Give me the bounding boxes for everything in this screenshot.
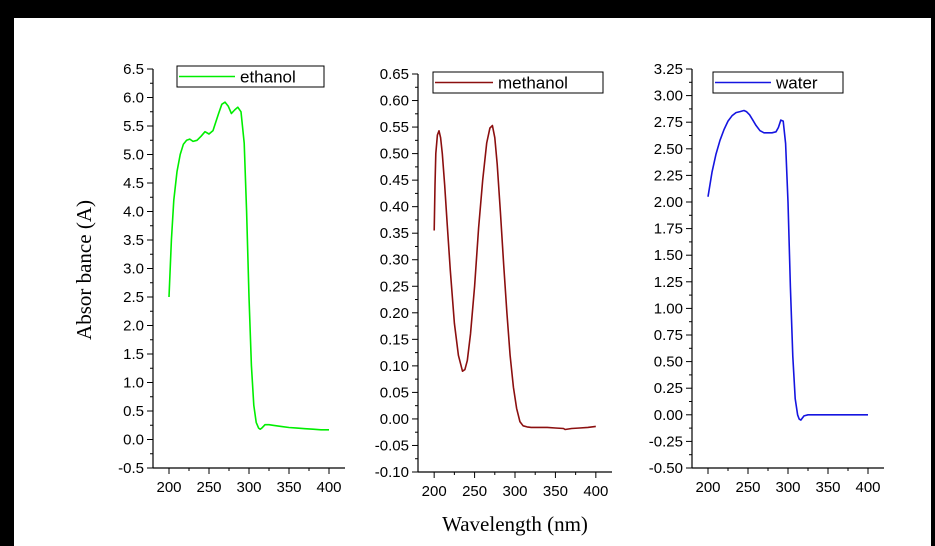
y-tick-label: 2.25 — [654, 167, 683, 184]
x-tick-label: 350 — [815, 479, 840, 496]
y-tick-label: 1.00 — [654, 300, 683, 317]
x-axis-title: Wavelength (nm) — [442, 512, 588, 536]
ethanol-panel: -0.5 0.0 0.5 1.0 1.5 2.0 2.5 3.0 3.5 4.0 4.5 5.0 5.5… — [118, 61, 345, 496]
y-tick-label: 6.5 — [123, 61, 144, 78]
y-tick-label: 1.50 — [654, 247, 683, 264]
y-tick-label: 0.25 — [380, 278, 409, 295]
legend-label: water — [775, 74, 818, 93]
y-tick-label: 4.5 — [123, 175, 144, 192]
y-tick-label: 0.0 — [123, 432, 144, 449]
y-tick-label: 0.10 — [380, 358, 409, 375]
y-tick-label: 4.0 — [123, 204, 144, 221]
y-tick-label: 0.20 — [380, 305, 409, 322]
legend-box — [432, 71, 604, 94]
y-tick-label: -0.5 — [118, 460, 144, 477]
y-axis-title: Absor bance (A) — [72, 200, 96, 340]
y-tick-label: -0.50 — [649, 460, 683, 477]
y-tick-label: 2.75 — [654, 114, 683, 131]
y-tick-label: 3.25 — [654, 61, 683, 78]
water-series-line — [707, 109, 868, 421]
y-tick-label: 0.25 — [654, 380, 683, 397]
y-tick-label: 3.0 — [123, 261, 144, 278]
x-tick-label: 400 — [855, 479, 880, 496]
figure-background — [14, 18, 931, 546]
x-tick-label: 250 — [462, 483, 487, 500]
legend-label: ethanol — [240, 68, 296, 87]
y-tick-label: 5.5 — [123, 118, 144, 135]
y-tick-label: 0.65 — [380, 66, 409, 83]
y-tick-label: 0.30 — [380, 252, 409, 269]
y-tick-label: 6.0 — [123, 90, 144, 107]
x-tick-label: 250 — [735, 479, 760, 496]
x-tick-label: 200 — [156, 479, 181, 496]
x-tick-label: 300 — [502, 483, 527, 500]
y-tick-label: 2.50 — [654, 141, 683, 158]
x-tick-label: 300 — [236, 479, 261, 496]
y-tick-label: 2.0 — [123, 318, 144, 335]
y-tick-label: 0.5 — [123, 403, 144, 420]
y-tick-label: -0.25 — [649, 433, 683, 450]
y-tick-label: 0.60 — [380, 93, 409, 110]
y-tick-label: 3.5 — [123, 232, 144, 249]
y-tick-label: -0.10 — [375, 464, 409, 481]
y-tick-label: 1.0 — [123, 375, 144, 392]
y-tick-label: 2.5 — [123, 289, 144, 306]
legend-box — [712, 71, 844, 94]
y-tick-label: 5.0 — [123, 147, 144, 164]
x-tick-label: 350 — [543, 483, 568, 500]
methanol-panel: -0.10 -0.05 0.00 0.05 0.10 0.15 0.20 0.25 0.30 0.… — [375, 66, 612, 500]
y-tick-label: 1.75 — [654, 221, 683, 238]
y-tick-label: 2.00 — [654, 194, 683, 211]
x-tick-label: 200 — [695, 479, 720, 496]
ethanol-series-line — [168, 101, 329, 431]
legend-label: methanol — [498, 74, 568, 93]
x-tick-label: 200 — [422, 483, 447, 500]
x-tick-label: 250 — [196, 479, 221, 496]
x-tick-label: 300 — [775, 479, 800, 496]
y-tick-label: 1.25 — [654, 274, 683, 291]
y-tick-label: 0.35 — [380, 225, 409, 242]
x-tick-label: 400 — [316, 479, 341, 496]
y-tick-label: 0.55 — [380, 119, 409, 136]
y-tick-label: 0.00 — [380, 411, 409, 428]
legend-box — [176, 65, 325, 88]
y-tick-label: 3.00 — [654, 88, 683, 105]
y-tick-label: 0.45 — [380, 172, 409, 189]
x-tick-label: 400 — [583, 483, 608, 500]
y-tick-label: 0.75 — [654, 327, 683, 344]
y-tick-label: 1.5 — [123, 346, 144, 363]
y-tick-label: -0.05 — [375, 437, 409, 454]
y-tick-label: 0.50 — [654, 354, 683, 371]
water-panel: -0.50 -0.25 0.00 0.25 0.50 0.75 1.00 1.25 1.50 1.… — [649, 61, 884, 496]
y-tick-label: 0.05 — [380, 384, 409, 401]
x-tick-label: 350 — [276, 479, 301, 496]
y-tick-label: 0.50 — [380, 146, 409, 163]
methanol-series-line — [433, 124, 596, 431]
y-tick-label: 0.40 — [380, 199, 409, 216]
y-tick-label: 0.00 — [654, 407, 683, 424]
y-tick-label: 0.15 — [380, 331, 409, 348]
